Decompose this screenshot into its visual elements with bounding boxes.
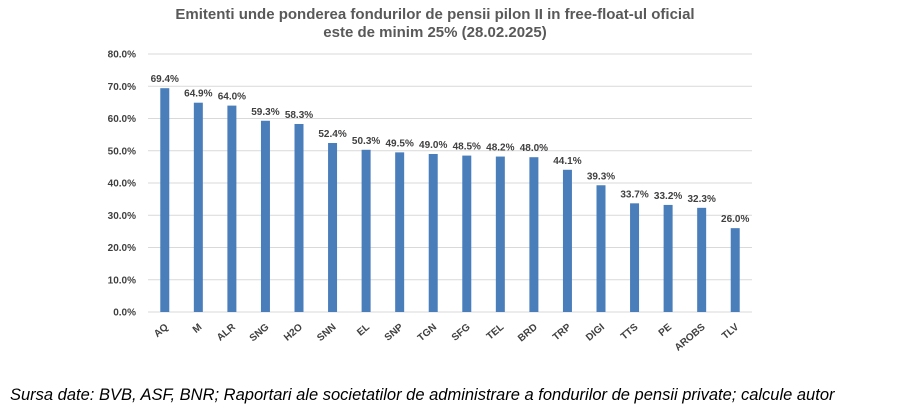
- x-category-label: SFG: [450, 322, 473, 344]
- x-category-label: SNN: [315, 322, 338, 344]
- bars: [160, 88, 740, 312]
- chart-title-line-1: Emitenti unde ponderea fondurilor de pen…: [175, 6, 694, 23]
- bar: [328, 143, 338, 312]
- bar: [160, 88, 170, 312]
- x-category-label: SNG: [248, 322, 272, 344]
- chart-title-line-2: este de minim 25% (28.02.2025): [323, 24, 546, 41]
- x-category-label: PE: [657, 322, 675, 339]
- bar: [730, 228, 740, 312]
- bar: [193, 102, 203, 312]
- x-axis-categories: AQ M ALR SNG H2O SNN EL SNP TGN SFG TEL BRD TRP DIGI T…: [152, 321, 741, 353]
- x-category-label: SNP: [383, 322, 406, 344]
- bar: [529, 157, 539, 312]
- bar: [596, 185, 606, 312]
- bar: [630, 203, 640, 312]
- data-label: 59.3%: [251, 107, 279, 118]
- x-category-label: M: [191, 322, 204, 336]
- bar: [361, 149, 371, 312]
- data-label: 52.4%: [318, 129, 346, 140]
- x-category-label: AROBS: [673, 322, 708, 354]
- x-category-label: TTS: [619, 322, 641, 343]
- bar: [462, 155, 472, 312]
- source-note: Sursa date: BVB, ASF, BNR; Raportari ale…: [10, 386, 835, 404]
- data-label: 50.3%: [352, 136, 380, 147]
- data-label: 48.5%: [453, 142, 481, 153]
- y-tick-label: 80.0%: [108, 50, 136, 61]
- x-category-label: TGN: [416, 322, 439, 344]
- x-category-label: DIGI: [584, 322, 607, 344]
- bar: [294, 123, 304, 312]
- y-tick-label: 50.0%: [108, 146, 136, 157]
- bar: [495, 156, 505, 312]
- data-label: 64.0%: [218, 92, 246, 103]
- data-label: 49.0%: [419, 140, 447, 151]
- data-label: 64.9%: [184, 89, 212, 100]
- y-tick-label: 30.0%: [108, 211, 136, 222]
- data-label: 32.3%: [687, 194, 715, 205]
- gridlines: [148, 53, 752, 313]
- bar: [227, 105, 237, 312]
- x-category-label: BRD: [516, 322, 540, 344]
- y-tick-label: 40.0%: [108, 179, 136, 190]
- data-label: 26.0%: [721, 214, 749, 225]
- x-category-label: TRP: [551, 322, 574, 343]
- bar: [428, 153, 438, 312]
- data-label: 48.0%: [520, 143, 548, 154]
- bar: [697, 207, 707, 312]
- x-category-label: AQ: [152, 322, 171, 340]
- y-axis-ticks: 0.0% 10.0% 20.0% 30.0% 40.0% 50.0% 60.0% 70.0% 8…: [108, 50, 136, 319]
- data-label: 33.7%: [620, 189, 648, 200]
- x-category-label: ALR: [215, 321, 238, 343]
- y-tick-label: 70.0%: [108, 82, 136, 93]
- y-tick-label: 0.0%: [113, 308, 136, 319]
- data-label: 69.4%: [151, 74, 179, 85]
- data-label: 44.1%: [553, 156, 581, 167]
- data-label: 48.2%: [486, 143, 514, 154]
- x-category-label: EL: [355, 322, 372, 339]
- bar: [562, 169, 572, 312]
- x-category-label: TEL: [485, 322, 507, 343]
- bar: [260, 120, 270, 312]
- y-tick-label: 10.0%: [108, 275, 136, 286]
- bar: [663, 204, 673, 312]
- y-tick-label: 20.0%: [108, 243, 136, 254]
- data-label: 39.3%: [587, 171, 615, 182]
- x-category-label: H2O: [282, 322, 305, 344]
- data-label: 33.2%: [654, 191, 682, 202]
- x-category-label: TLV: [720, 322, 741, 342]
- data-labels: 69.4% 64.9% 64.0% 59.3% 58.3% 52.4% 50.3% 49.5%…: [151, 74, 750, 225]
- bar: [395, 152, 405, 312]
- data-label: 49.5%: [385, 138, 413, 149]
- y-tick-label: 60.0%: [108, 114, 136, 125]
- data-label: 58.3%: [285, 110, 313, 121]
